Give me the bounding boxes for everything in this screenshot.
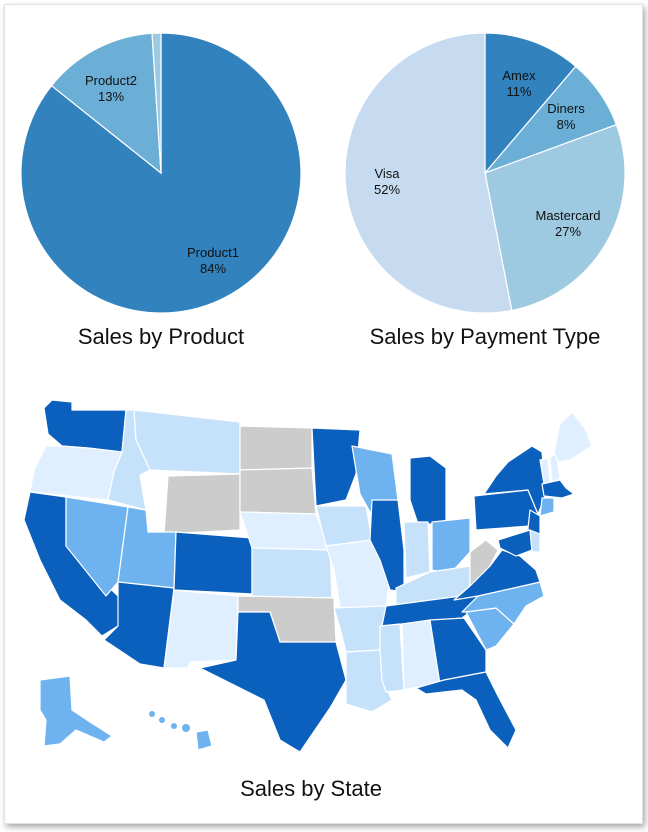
state-ia[interactable] [315, 505, 373, 547]
state-fl[interactable] [415, 671, 517, 749]
payment-pie-label-amex: Amex [502, 68, 536, 83]
payment-pie-slice-visa[interactable] [344, 32, 513, 314]
state-nm[interactable] [163, 589, 239, 669]
state-nh[interactable] [549, 451, 561, 485]
state-hi-island[interactable] [149, 711, 155, 717]
state-wv[interactable] [469, 539, 499, 587]
state-ar[interactable] [333, 605, 387, 653]
payment-pie-percent-amex: 11% [506, 84, 531, 99]
payment-pie-label-visa: Visa [374, 166, 400, 181]
state-ma[interactable] [541, 479, 575, 499]
state-ct[interactable] [539, 497, 555, 517]
state-or[interactable] [29, 445, 123, 501]
product-pie-label-product1: Product1 [187, 245, 239, 260]
state-md[interactable] [497, 529, 533, 557]
state-sd[interactable] [239, 467, 317, 515]
payment-pie-percent-visa: 52% [374, 182, 400, 197]
state-ms[interactable] [379, 623, 405, 693]
state-wa[interactable] [43, 399, 127, 453]
state-ks[interactable] [251, 547, 333, 599]
product-pie-slice-other[interactable] [151, 32, 162, 174]
product-pie-label-product2: Product2 [85, 73, 137, 88]
state-nv[interactable] [65, 496, 129, 597]
payment-pie-percent-mastercard: 27% [555, 224, 581, 239]
state-wy[interactable] [163, 473, 241, 535]
state-hi-island[interactable] [159, 717, 165, 723]
state-ak[interactable] [39, 675, 113, 747]
state-de[interactable] [529, 529, 541, 553]
state-ne[interactable] [239, 511, 331, 551]
product-pie-percent-product2: 13% [98, 89, 124, 104]
state-hi[interactable] [195, 729, 213, 751]
state-in[interactable] [403, 521, 431, 579]
state-mi[interactable] [409, 455, 447, 525]
state-mn[interactable] [311, 427, 361, 507]
state-co[interactable] [173, 531, 253, 595]
payment-pie-label-diners: Diners [547, 101, 585, 116]
product-pie-percent-product1: 84% [200, 261, 226, 276]
payment-pie-slice-amex[interactable] [484, 32, 577, 175]
product-pie-slice-product2[interactable] [50, 32, 162, 175]
state-oh[interactable] [431, 517, 471, 575]
state-hi-island[interactable] [182, 724, 190, 732]
state-mt[interactable] [133, 409, 241, 475]
product-chart-title: Sales by Product [77, 324, 245, 349]
state-map [23, 399, 593, 753]
payment-chart-title: Sales by Payment Type [369, 324, 601, 349]
state-chart-title: Sales by State [240, 776, 382, 801]
state-ny[interactable] [483, 445, 547, 515]
state-me[interactable] [553, 411, 593, 463]
state-hi-island[interactable] [171, 723, 177, 729]
payment-pie-percent-diners: 8% [557, 117, 576, 132]
state-nd[interactable] [239, 425, 313, 471]
payment-pie-slice-mastercard[interactable] [484, 123, 626, 312]
payment-pie-label-mastercard: Mastercard [535, 208, 600, 223]
state-tx[interactable] [199, 611, 347, 753]
